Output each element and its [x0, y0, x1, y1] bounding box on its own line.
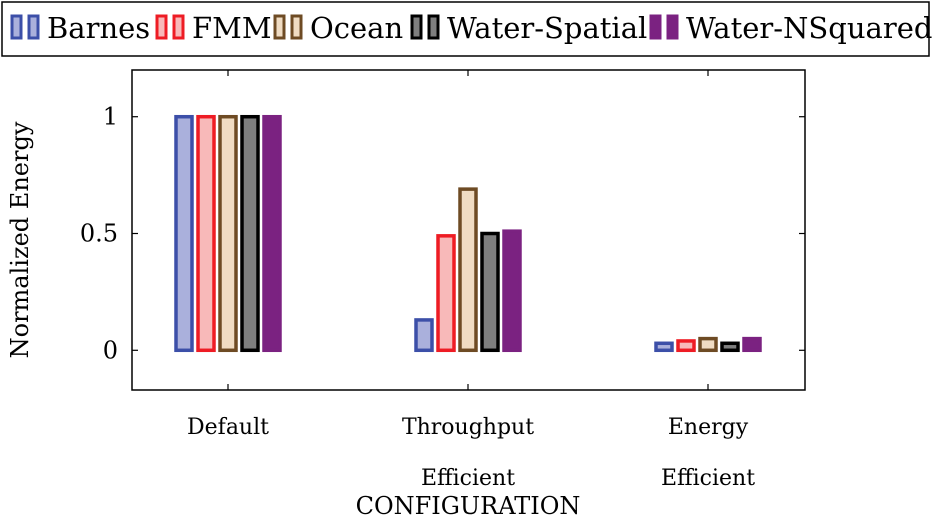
bar-fmm-default — [196, 114, 216, 353]
bar-barnes-energy — [654, 341, 674, 353]
y-tick-label: 1 — [103, 103, 118, 131]
x-axis-title: CONFIGURATION — [356, 492, 581, 520]
bar-water-nsquared-energy — [742, 336, 762, 353]
bar-ocean-energy — [698, 336, 718, 353]
bar-ocean-throughput — [458, 187, 478, 353]
legend-swatch — [290, 14, 303, 40]
bar-water-spatial-default — [240, 114, 260, 353]
y-tick-label: 0.5 — [80, 220, 118, 248]
bar-fmm-throughput — [436, 234, 456, 353]
legend-swatch — [666, 14, 679, 40]
bar-ocean-default — [218, 114, 238, 353]
legend-swatch — [10, 14, 23, 40]
bar-barnes-default — [174, 114, 194, 353]
bar-water-spatial-energy — [720, 341, 740, 353]
legend-swatch — [649, 14, 662, 40]
category-label: Energy — [668, 415, 749, 440]
bar-water-nsquared-throughput — [502, 229, 522, 353]
bar-fmm-energy — [676, 339, 696, 353]
category-label: Throughput — [402, 415, 534, 440]
y-axis: 00.51 — [80, 103, 805, 364]
legend-swatch — [155, 14, 168, 40]
category-label-line2: Efficient — [661, 466, 755, 491]
bar-barnes-throughput — [414, 318, 434, 353]
legend-label: Barnes — [47, 11, 150, 45]
category-label: Default — [187, 415, 269, 440]
legend-swatch — [273, 14, 286, 40]
legend-label: Water-Spatial — [447, 11, 647, 45]
legend: Barnes FMM Ocean Water-Spatial Water-NSquare… — [1, 1, 932, 57]
bars — [174, 114, 762, 353]
y-tick-label: 0 — [103, 336, 118, 364]
x-axis: Default Throughput Efficient Energy Efficien… — [187, 70, 755, 491]
legend-label: Water-NSquared — [686, 11, 932, 45]
legend-swatch — [427, 14, 440, 40]
bar-water-spatial-throughput — [480, 231, 500, 353]
legend-swatch — [172, 14, 185, 40]
legend-label: Ocean — [310, 11, 403, 45]
legend-swatch — [27, 14, 40, 40]
legend-label: FMM — [192, 11, 272, 45]
category-label-line2: Efficient — [421, 466, 515, 491]
y-axis-title: Normalized Energy — [6, 121, 34, 358]
legend-swatch — [410, 14, 423, 40]
bar-water-nsquared-default — [262, 114, 282, 353]
